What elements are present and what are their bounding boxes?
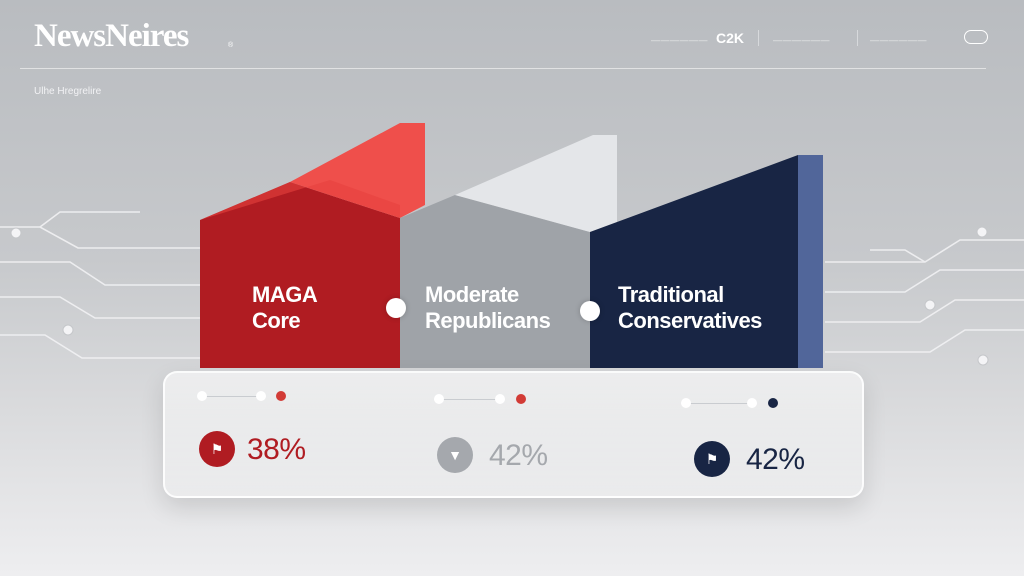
circuit-line <box>825 239 1024 263</box>
logo-registered-mark: ® <box>228 42 234 49</box>
panel-label-line1: Moderate <box>425 282 519 307</box>
circuit-node <box>924 299 936 311</box>
circuit-line <box>0 296 200 319</box>
nav-code[interactable]: C2K <box>716 30 745 46</box>
circuit-node <box>62 324 74 336</box>
dot-indicator <box>495 394 505 404</box>
header-divider <box>20 68 986 69</box>
panel-label-line1: MAGA <box>252 282 318 307</box>
connector-dot <box>386 298 406 318</box>
dot-track <box>688 403 754 404</box>
circuit-line <box>825 299 1024 323</box>
logo[interactable]: NewsNeires <box>34 18 189 54</box>
panel-moderate-top <box>455 135 617 232</box>
panel-traditional-face <box>590 155 798 368</box>
nav-item-2[interactable]: —————— <box>773 35 830 45</box>
dot-indicator-active <box>276 391 286 401</box>
dot-track <box>440 399 500 400</box>
panel-maga-roof <box>200 180 400 220</box>
circuit-line <box>0 226 200 249</box>
connector-dot <box>580 301 600 321</box>
panel-traditional-side <box>798 155 823 368</box>
panel-label-traditional: Traditional Conservatives <box>618 282 762 334</box>
stat-value-maga: 38% <box>247 433 306 466</box>
circuit-line <box>825 329 1024 353</box>
panel-maga-top <box>290 123 425 218</box>
dot-indicator <box>197 391 207 401</box>
dot-indicator-active <box>768 398 778 408</box>
section-label: Ulhe Hregrelire <box>34 86 102 97</box>
flag-icon: ⚑ <box>199 431 235 467</box>
circuit-node <box>10 227 22 239</box>
nav-item-1[interactable]: —————— <box>651 35 708 45</box>
circuit-line <box>0 261 200 286</box>
dot-indicator <box>681 398 691 408</box>
toggle-icon[interactable] <box>964 30 988 44</box>
panel-label-maga: MAGA Core <box>252 282 318 334</box>
dot-indicator <box>256 391 266 401</box>
header: NewsNeires ® —————— C2K —————— —————— <box>0 0 1024 70</box>
panel-label-line1: Traditional <box>618 282 724 307</box>
circuit-line <box>870 249 926 263</box>
circuit-line <box>825 269 1024 293</box>
panel-label-line2: Core <box>252 308 301 333</box>
nav-divider <box>758 30 759 46</box>
panel-moderate-face <box>400 195 590 368</box>
nav-divider <box>857 30 858 46</box>
circuit-line <box>0 334 200 359</box>
panel-label-moderate: Moderate Republicans <box>425 282 551 334</box>
flag-icon: ⚑ <box>694 441 730 477</box>
dot-track <box>205 396 265 397</box>
panel-maga-face <box>200 182 400 368</box>
circuit-node <box>976 226 988 238</box>
circuit-node <box>977 354 989 366</box>
dot-indicator <box>434 394 444 404</box>
nav-item-3[interactable]: —————— <box>870 35 927 45</box>
stat-value-traditional: 42% <box>746 443 805 476</box>
dot-indicator-active <box>516 394 526 404</box>
panel-label-line2: Conservatives <box>618 308 762 333</box>
circuit-line <box>39 211 140 228</box>
dot-indicator <box>747 398 757 408</box>
chevron-down-icon: ▼ <box>437 437 473 473</box>
panel-label-line2: Republicans <box>425 308 551 333</box>
stat-value-moderate: 42% <box>489 439 548 472</box>
